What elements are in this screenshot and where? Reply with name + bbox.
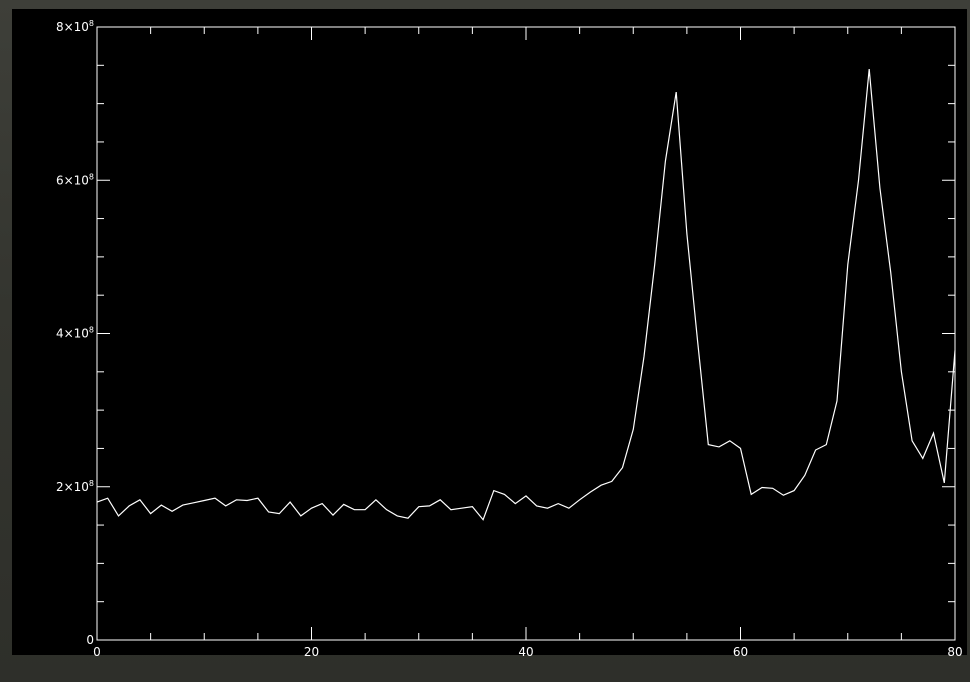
x-tick-label: 80 xyxy=(947,645,962,659)
axes xyxy=(96,26,956,641)
plot-background xyxy=(12,9,967,655)
x-tick-label: 20 xyxy=(304,645,319,659)
x-tick-label: 60 xyxy=(733,645,748,659)
plot-frame xyxy=(96,26,956,641)
y-tick-label: 0 xyxy=(86,633,94,647)
y-tick-label: 6×108 xyxy=(56,172,94,187)
tick-marks xyxy=(96,26,956,641)
y-tick-label: 8×108 xyxy=(56,19,94,34)
x-tick-label: 0 xyxy=(93,645,101,659)
y-tick-label: 2×108 xyxy=(56,479,94,494)
series-line xyxy=(96,69,956,521)
series-group xyxy=(96,69,956,521)
x-tick-label: 40 xyxy=(518,645,533,659)
y-tick-label: 4×108 xyxy=(56,326,94,341)
tick-labels: 0 20 40 60 80 0 2×108 4×108 6×108 8×108 xyxy=(56,19,963,659)
